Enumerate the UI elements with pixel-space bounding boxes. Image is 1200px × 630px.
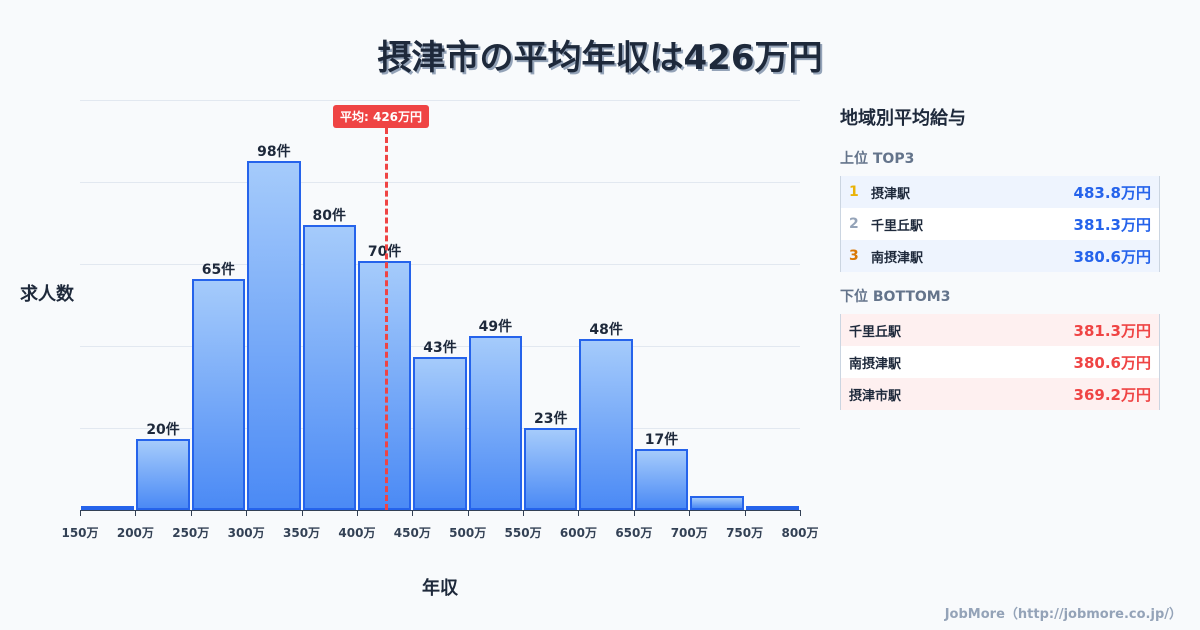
region-row: 2 千里丘駅 381.3万円 bbox=[841, 208, 1159, 240]
x-tick bbox=[744, 510, 746, 516]
grid-line bbox=[80, 264, 800, 265]
y-axis-label: 求人数 bbox=[20, 284, 74, 305]
station-name: 摂津駅 bbox=[871, 186, 911, 202]
x-tick-label: 700万 bbox=[670, 526, 708, 540]
page-title: 摂津市の平均年収は426万円 bbox=[377, 38, 823, 78]
x-tick-label: 200万 bbox=[116, 526, 154, 540]
x-tick-label: 300万 bbox=[227, 526, 265, 540]
rank-number: 3 bbox=[849, 248, 859, 264]
histogram-bar bbox=[302, 225, 356, 510]
x-tick-label: 600万 bbox=[559, 526, 597, 540]
bar-value-label: 43件 bbox=[423, 339, 457, 356]
histogram-bar bbox=[191, 278, 246, 510]
bar-value-label: 20件 bbox=[146, 421, 180, 438]
station-name: 千里丘駅 bbox=[871, 218, 924, 234]
salary-value: 369.2万円 bbox=[1073, 385, 1151, 404]
station-name: 千里丘駅 bbox=[849, 324, 902, 340]
rank-number: 1 bbox=[849, 184, 859, 200]
histogram-bar bbox=[247, 161, 301, 510]
x-tick-label: 450万 bbox=[393, 526, 431, 540]
x-tick-label: 750万 bbox=[726, 526, 764, 540]
salary-value: 380.6万円 bbox=[1073, 353, 1151, 372]
x-tick bbox=[633, 510, 635, 516]
salary-value: 381.3万円 bbox=[1073, 321, 1151, 340]
grid-line bbox=[80, 182, 800, 183]
station-name: 摂津市駅 bbox=[849, 388, 902, 404]
plot-area: 20件 65件 98件 80件 70件 43件 49件 23件 48件 17件 bbox=[80, 100, 800, 510]
histogram-bar bbox=[634, 449, 689, 510]
region-row: 千里丘駅 381.3万円 bbox=[841, 314, 1159, 346]
histogram-bar bbox=[745, 506, 799, 510]
x-tick bbox=[800, 510, 801, 516]
x-tick bbox=[246, 510, 248, 516]
histogram-bar bbox=[690, 495, 744, 510]
panel-title: 地域別平均給与 bbox=[840, 108, 966, 129]
top3-heading: 上位 TOP3 bbox=[840, 151, 915, 167]
region-row: 南摂津駅 380.6万円 bbox=[841, 346, 1159, 378]
x-axis-label: 年収 bbox=[422, 578, 458, 599]
x-tick bbox=[301, 510, 303, 516]
x-tick-label: 500万 bbox=[449, 526, 487, 540]
bottom3-table: 千里丘駅 381.3万円南摂津駅 380.6万円摂津市駅 369.2万円 bbox=[840, 314, 1160, 410]
mean-line bbox=[385, 128, 388, 510]
histogram-bar bbox=[413, 356, 467, 510]
region-row: 1 摂津駅 483.8万円 bbox=[841, 176, 1159, 208]
regional-salary-panel: 地域別平均給与 上位 TOP3 1 摂津駅 483.8万円 2 千里丘駅 381.3万円 3… bbox=[840, 100, 1170, 424]
region-row: 摂津市駅 369.2万円 bbox=[841, 378, 1159, 410]
top3-table: 1 摂津駅 483.8万円 2 千里丘駅 381.3万円 3 南摂津駅 380.6万円 bbox=[840, 176, 1160, 272]
x-tick bbox=[190, 510, 192, 516]
x-tick-label: 250万 bbox=[172, 526, 210, 540]
x-tick-label: 350万 bbox=[283, 526, 321, 540]
x-tick bbox=[467, 510, 469, 516]
salary-value: 381.3万円 bbox=[1073, 215, 1151, 234]
x-tick bbox=[412, 510, 414, 516]
grid-line bbox=[80, 346, 800, 347]
station-name: 南摂津駅 bbox=[849, 356, 902, 372]
x-tick bbox=[689, 510, 691, 516]
histogram-bar bbox=[579, 339, 633, 510]
x-tick-label: 150万 bbox=[61, 526, 99, 540]
station-name: 南摂津駅 bbox=[871, 250, 924, 266]
histogram-bar bbox=[524, 428, 578, 510]
histogram-bar bbox=[136, 438, 190, 510]
x-tick-label: 400万 bbox=[338, 526, 376, 540]
footer-credit: JobMore（http://jobmore.co.jp/） bbox=[944, 607, 1182, 622]
salary-value: 483.8万円 bbox=[1073, 183, 1151, 202]
histogram-bar bbox=[468, 335, 523, 510]
bar-value-label: 17件 bbox=[644, 432, 679, 449]
x-tick bbox=[135, 510, 137, 516]
bar-value-label: 65件 bbox=[201, 261, 236, 278]
x-tick-label: 800万 bbox=[781, 526, 819, 540]
x-tick-label: 650万 bbox=[615, 526, 653, 540]
x-tick bbox=[80, 510, 81, 516]
grid-line bbox=[80, 100, 800, 101]
bottom3-heading: 下位 BOTTOM3 bbox=[840, 289, 951, 305]
salary-value: 380.6万円 bbox=[1073, 247, 1151, 266]
bar-value-label: 23件 bbox=[534, 411, 568, 428]
x-tick-label: 550万 bbox=[504, 526, 542, 540]
region-row: 3 南摂津駅 380.6万円 bbox=[841, 240, 1159, 272]
mean-badge: 平均: 426万円 bbox=[333, 105, 430, 128]
bar-value-label: 48件 bbox=[589, 322, 623, 339]
bar-value-label: 80件 bbox=[312, 208, 346, 225]
histogram-bar bbox=[357, 260, 412, 510]
bar-value-label: 98件 bbox=[257, 144, 291, 160]
x-axis-line bbox=[80, 510, 800, 511]
rank-number: 2 bbox=[849, 216, 859, 232]
bar-value-label: 70件 bbox=[367, 243, 402, 260]
x-tick bbox=[578, 510, 580, 516]
bar-value-label: 49件 bbox=[478, 318, 513, 335]
x-tick bbox=[523, 510, 525, 516]
histogram-bar bbox=[81, 506, 135, 510]
x-tick bbox=[356, 510, 358, 516]
